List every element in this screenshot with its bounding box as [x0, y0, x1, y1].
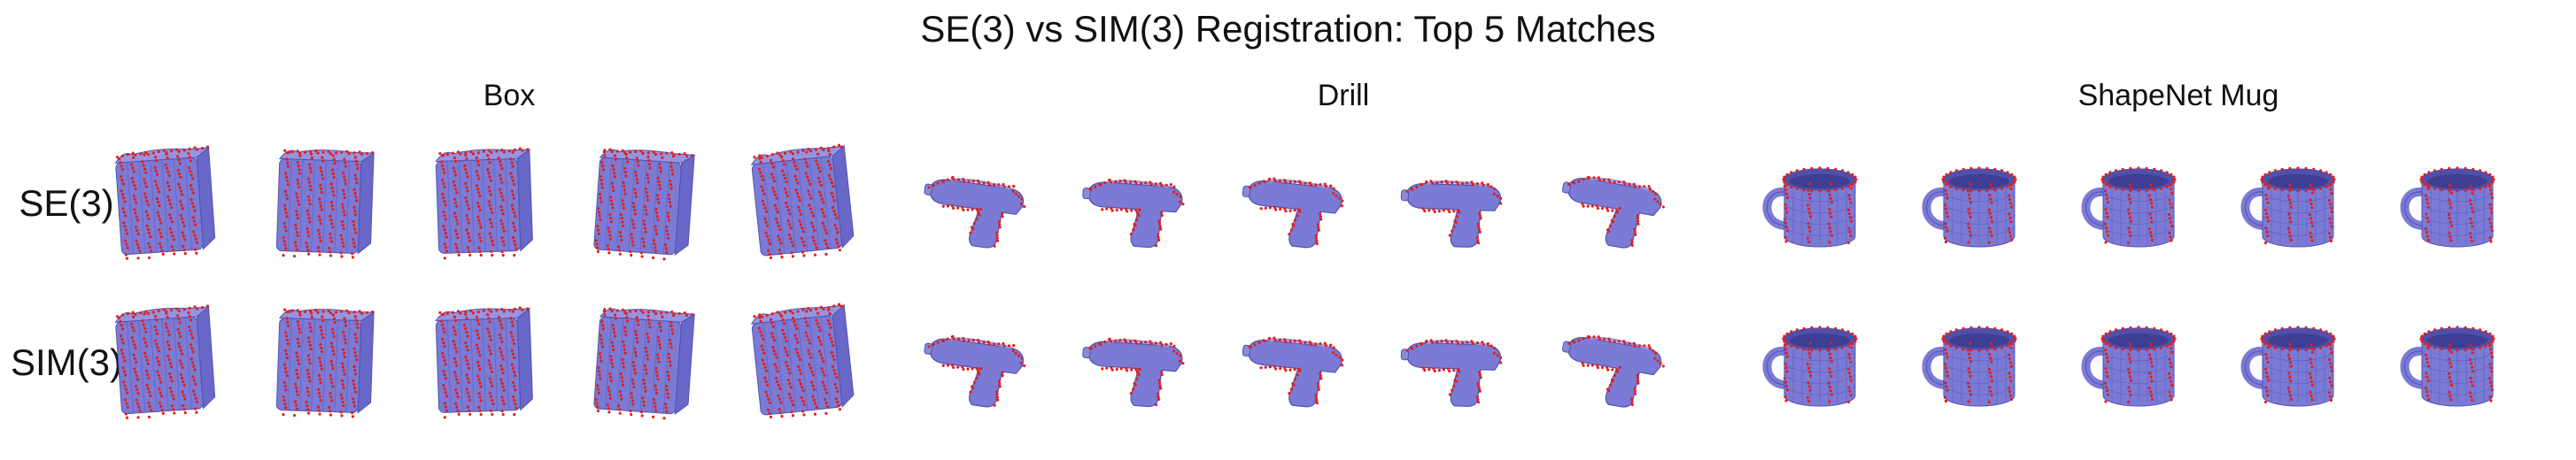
match-thumbnail-drill-se3-5	[1562, 175, 1666, 249]
match-thumbnail-mug-sim3-1	[1762, 326, 1858, 407]
match-thumbnail-drill-se3-2	[1082, 178, 1185, 249]
match-thumbnail-drill-se3-4	[1400, 180, 1503, 248]
match-thumbnail-box-sim3-1	[114, 304, 216, 419]
match-thumbnail-mug-se3-3	[2081, 166, 2177, 248]
match-thumbnail-drill-sim3-1	[924, 334, 1026, 408]
match-thumbnail-mug-se3-4	[2240, 166, 2336, 248]
match-thumbnail-mug-sim3-4	[2240, 326, 2336, 407]
match-thumbnail-drill-sim3-5	[1562, 334, 1666, 408]
match-thumbnail-drill-se3-1	[924, 175, 1026, 249]
match-thumbnail-mug-se3-2	[1922, 166, 2017, 248]
match-thumbnail-box-se3-4	[593, 148, 696, 261]
match-thumbnail-box-se3-3	[435, 147, 533, 260]
match-thumbnail-box-sim3-4	[593, 307, 696, 420]
column-title-mug: ShapeNet Mug	[2077, 79, 2279, 112]
match-thumbnail-box-se3-1	[114, 145, 216, 260]
figure-title: SE(3) vs SIM(3) Registration: Top 5 Matc…	[920, 8, 1656, 50]
row-label-se3: SE(3)	[19, 182, 114, 224]
match-thumbnail-box-sim3-2	[275, 308, 375, 418]
match-thumbnail-drill-se3-3	[1242, 177, 1344, 249]
match-thumbnail-drill-sim3-3	[1242, 336, 1344, 408]
match-thumbnail-box-se3-2	[275, 149, 375, 259]
column-title-drill: Drill	[1317, 79, 1370, 112]
match-thumbnail-mug-se3-5	[2400, 166, 2495, 248]
match-thumbnail-mug-sim3-5	[2400, 326, 2495, 407]
match-thumbnail-box-se3-5	[750, 143, 855, 259]
row-label-sim3: SIM(3)	[11, 341, 122, 383]
match-thumbnail-drill-sim3-2	[1082, 337, 1185, 408]
match-thumbnail-box-sim3-5	[750, 303, 855, 418]
column-title-box: Box	[483, 79, 536, 112]
match-thumbnail-box-sim3-3	[435, 306, 533, 419]
match-thumbnail-mug-se3-1	[1762, 166, 1858, 248]
match-thumbnail-mug-sim3-3	[2081, 326, 2177, 407]
match-thumbnail-mug-sim3-2	[1922, 326, 2017, 407]
match-thumbnail-drill-sim3-4	[1400, 339, 1503, 407]
